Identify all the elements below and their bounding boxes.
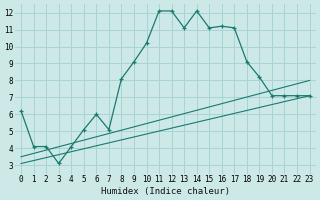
X-axis label: Humidex (Indice chaleur): Humidex (Indice chaleur) <box>101 187 230 196</box>
